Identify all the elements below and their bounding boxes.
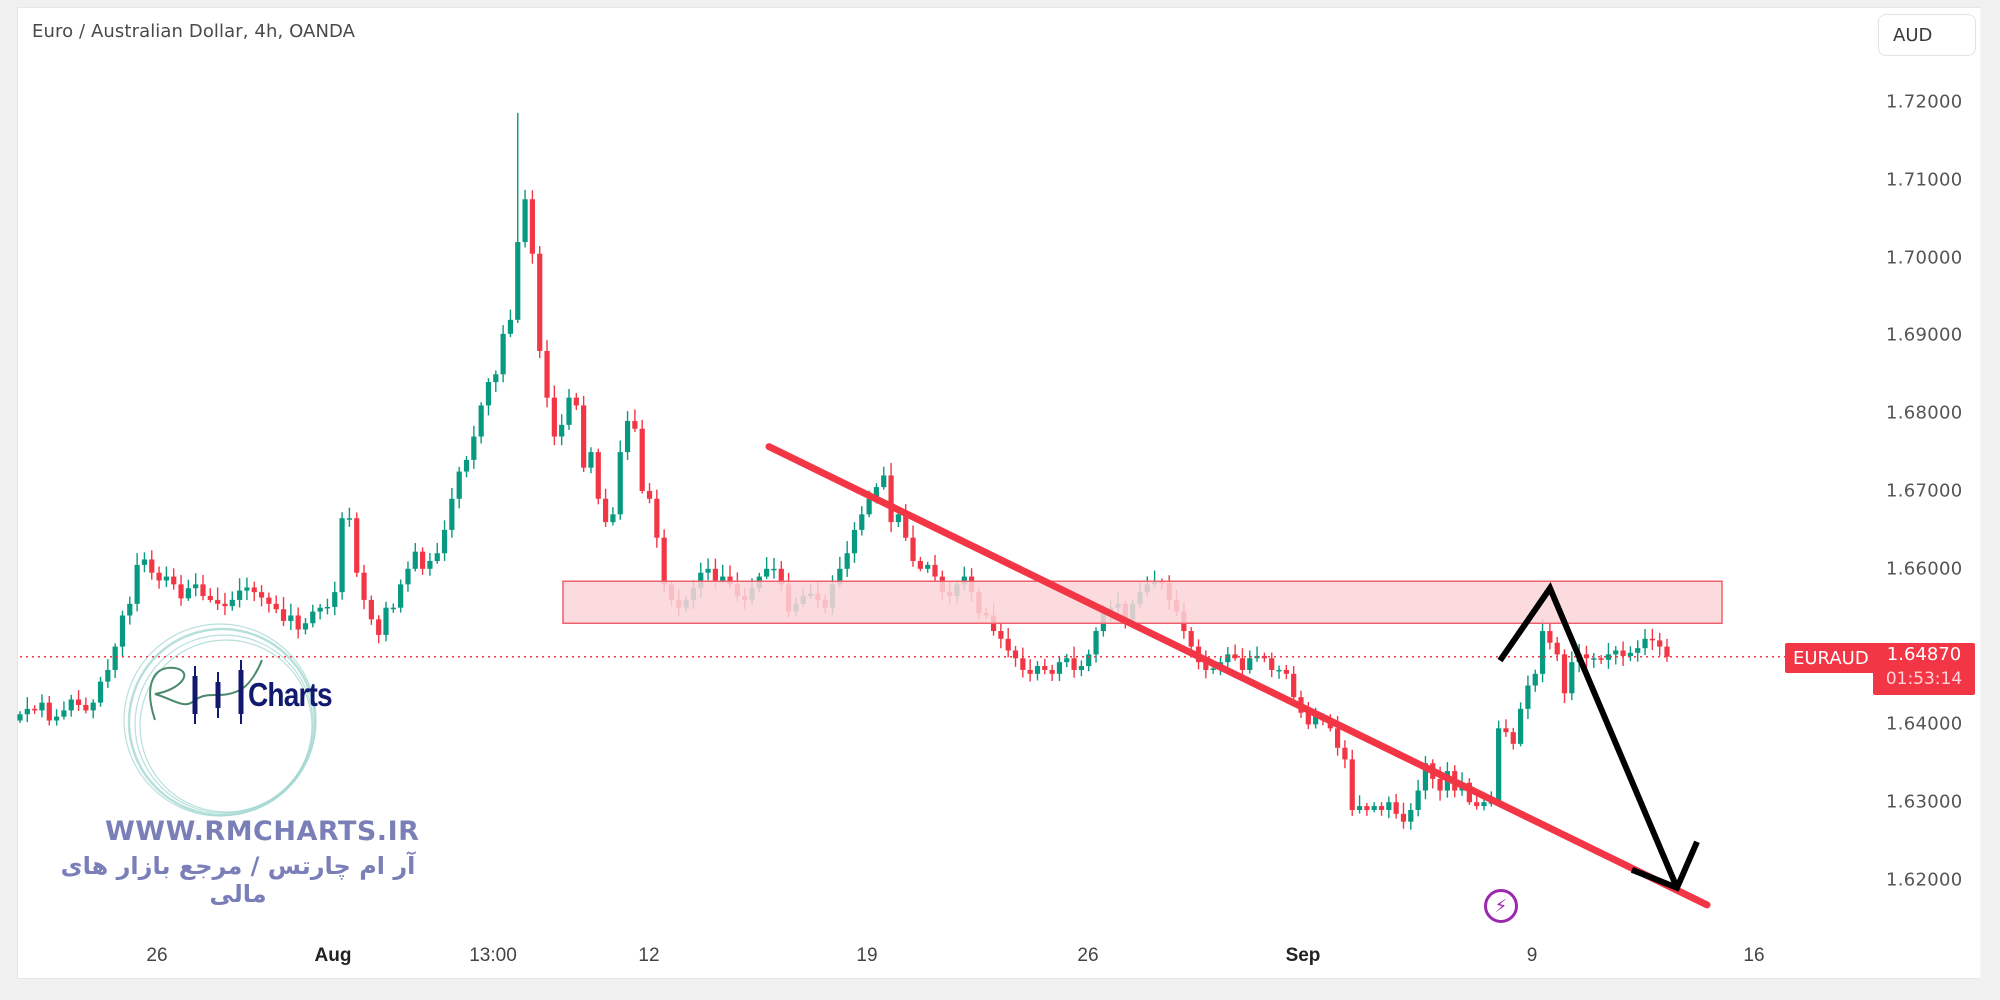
candlestick-series — [17, 112, 1670, 830]
price-tick: 1.62000 — [1886, 869, 1963, 891]
lightning-icon[interactable]: ⚡ — [1484, 889, 1518, 923]
watermark-url: WWW.RMCHARTS.IR — [105, 816, 420, 847]
descending-trendline[interactable] — [765, 443, 1711, 909]
chart-title: Euro / Australian Dollar, 4h, OANDA — [32, 21, 356, 42]
price-tick: 1.70000 — [1886, 247, 1963, 269]
symbol-price-label: EURAUD — [1785, 643, 1877, 673]
time-tick: 19 — [856, 945, 878, 966]
price-tick: 1.67000 — [1886, 480, 1963, 502]
time-tick: 16 — [1743, 945, 1765, 966]
time-tick: 26 — [1077, 945, 1099, 966]
watermark-brand: Charts — [248, 676, 333, 713]
last-price-badge: 1.64870 01:53:14 — [1873, 643, 1975, 695]
price-tick: 1.69000 — [1886, 324, 1963, 346]
time-tick: Aug — [314, 945, 352, 966]
time-tick: Sep — [1285, 945, 1321, 966]
currency-button[interactable]: AUD — [1878, 14, 1976, 56]
watermark-tagline: آر ام چارتس / مرجع بازار های مالی — [60, 852, 416, 908]
arrowhead-icon — [1630, 840, 1700, 892]
projection-arrow[interactable] — [1497, 582, 1680, 889]
right-border — [1980, 7, 1982, 979]
chart-card — [17, 7, 1982, 979]
time-tick: 13:00 — [469, 945, 517, 966]
last-price-value: 1.64870 — [1886, 644, 1962, 665]
time-tick: 9 — [1526, 945, 1538, 966]
time-tick: 12 — [638, 945, 660, 966]
price-tick: 1.64000 — [1886, 713, 1963, 735]
price-tick: 1.68000 — [1886, 402, 1963, 424]
price-tick: 1.66000 — [1886, 558, 1963, 580]
price-tick: 1.63000 — [1886, 791, 1963, 813]
price-tick: 1.72000 — [1886, 91, 1963, 113]
watermark-logo-ring — [123, 623, 317, 817]
price-tick: 1.71000 — [1886, 169, 1963, 191]
time-tick: 26 — [146, 945, 168, 966]
bar-countdown: 01:53:14 — [1885, 669, 1963, 689]
